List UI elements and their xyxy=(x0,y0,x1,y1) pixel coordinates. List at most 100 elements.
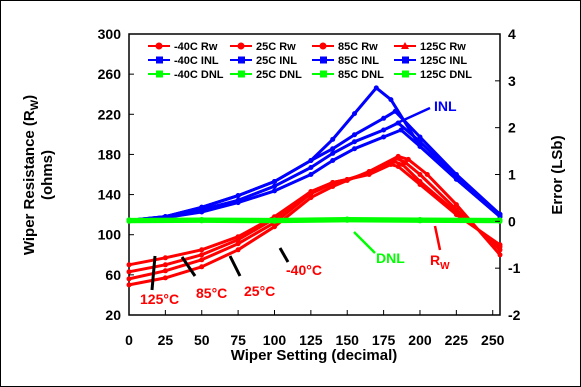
data-point xyxy=(308,165,314,170)
series-layer xyxy=(126,85,503,288)
data-point xyxy=(417,172,423,177)
legend-marker xyxy=(238,70,245,78)
inl-annotation: INL xyxy=(434,98,457,114)
legend-marker xyxy=(319,42,327,50)
data-point xyxy=(199,218,205,224)
y-left-axis-unit: (ohms) xyxy=(39,150,56,200)
data-point xyxy=(199,257,205,263)
y-left-tick-label: 60 xyxy=(105,267,121,283)
data-point xyxy=(344,178,350,183)
data-point xyxy=(344,217,350,223)
data-point xyxy=(199,209,205,215)
data-point xyxy=(330,146,336,152)
y-right-tick-label: 4 xyxy=(508,26,516,42)
annotations: INL DNL RW 125°C 85°C 25°C -40°C xyxy=(140,98,457,307)
x-tick-label: 50 xyxy=(194,332,210,348)
legend-marker xyxy=(320,56,327,64)
y-right-axis-title: Error (LSb) xyxy=(549,135,566,214)
t85-annotation: 85°C xyxy=(196,285,227,301)
y-left-tick-label: 100 xyxy=(98,227,122,243)
data-point xyxy=(308,191,314,197)
data-point xyxy=(162,262,168,268)
x-tick-label: 125 xyxy=(299,332,323,348)
legend-marker xyxy=(402,56,409,64)
y-right-tick-label: -1 xyxy=(508,260,521,276)
legend-label: 85C INL xyxy=(338,55,379,67)
data-point xyxy=(381,134,387,140)
y-left-tick-label: 220 xyxy=(98,106,122,122)
x-tick-label: 75 xyxy=(230,332,246,348)
t25-annotation: 25°C xyxy=(244,283,275,299)
data-point xyxy=(308,195,314,201)
x-tick-label: 25 xyxy=(158,332,174,348)
data-point xyxy=(272,218,277,224)
data-point xyxy=(330,136,336,142)
data-point xyxy=(235,237,241,243)
data-point xyxy=(199,264,205,270)
ticks-layer: 0 25 50 75 100 125 150 175 200 225 250206010014018… xyxy=(98,26,521,348)
series-line xyxy=(127,156,502,281)
data-point xyxy=(235,193,241,199)
dnl-annotation: DNL xyxy=(376,250,405,266)
data-point xyxy=(235,241,241,247)
x-tick-label: 150 xyxy=(336,332,360,348)
legend-marker xyxy=(401,42,409,49)
y-left-title-sub: W xyxy=(29,99,41,110)
data-point xyxy=(424,172,430,177)
legend: -40C Rw 25C Rw 85C Rw 125C Rw -40C INL 25C IN… xyxy=(148,41,472,81)
data-point xyxy=(392,108,398,114)
dnl-pointer xyxy=(353,231,376,254)
data-point xyxy=(352,139,357,145)
data-point xyxy=(126,282,132,288)
data-point xyxy=(497,252,503,258)
x-tick-label: 250 xyxy=(481,332,505,348)
legend-marker xyxy=(320,70,327,78)
inl-pointer xyxy=(394,106,431,126)
data-point xyxy=(373,85,379,91)
data-point xyxy=(272,179,277,184)
x-tick-label: 200 xyxy=(408,332,432,348)
data-point xyxy=(272,188,277,194)
data-point xyxy=(381,115,387,121)
legend-label: 25C INL xyxy=(256,55,297,67)
y-right-tick-label: 0 xyxy=(508,213,516,229)
legend-label: 125C Rw xyxy=(420,41,466,53)
x-tick-label: 175 xyxy=(372,332,396,348)
rw-annotation-sub: W xyxy=(440,261,450,272)
data-point xyxy=(405,156,411,162)
y-left-tick-label: 140 xyxy=(98,187,122,203)
rw-pointer xyxy=(433,225,442,251)
data-point xyxy=(395,153,401,159)
data-point xyxy=(395,164,401,169)
y-left-title-main: Wiper Resistance (R xyxy=(21,110,38,255)
data-point xyxy=(453,202,459,208)
legend-label: 125C INL xyxy=(420,55,467,67)
legend-label: 25C Rw xyxy=(256,41,296,53)
data-point xyxy=(417,134,423,140)
series-line xyxy=(127,218,502,224)
t25-pointer xyxy=(228,255,242,277)
data-point xyxy=(398,127,404,133)
y-left-tick-label: 260 xyxy=(98,66,122,82)
data-point xyxy=(308,172,314,177)
y-left-tick-label: 20 xyxy=(105,307,121,323)
data-point xyxy=(272,183,277,189)
legend-label: 85C DNL xyxy=(338,69,384,81)
data-point xyxy=(235,247,241,253)
series-line xyxy=(127,154,502,287)
tm40-pointer xyxy=(278,247,290,263)
legend-label: 125C DNL xyxy=(420,69,472,81)
data-point xyxy=(199,247,205,253)
data-point xyxy=(381,127,387,133)
data-point xyxy=(199,252,205,258)
legend-marker xyxy=(155,42,163,50)
data-point xyxy=(162,275,168,281)
legend-marker xyxy=(402,70,409,78)
x-axis-title: Wiper Setting (decimal) xyxy=(231,347,398,364)
data-point xyxy=(352,132,357,138)
data-point xyxy=(388,97,394,103)
legend-marker xyxy=(238,56,245,64)
y-left-title-close: ) xyxy=(21,95,38,100)
data-point xyxy=(330,184,336,189)
x-tick-label: 100 xyxy=(263,332,287,348)
